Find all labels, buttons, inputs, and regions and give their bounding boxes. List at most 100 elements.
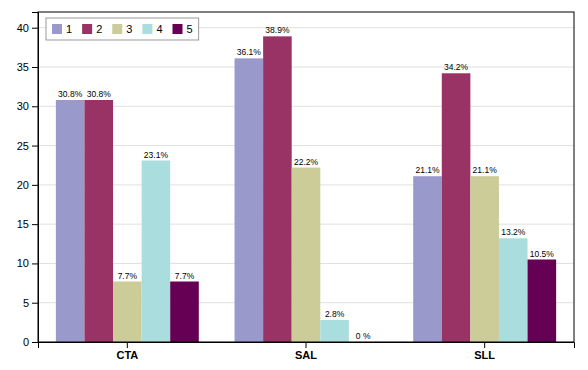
y-tick-mark (32, 146, 38, 147)
data-label: 21.1% (473, 165, 498, 175)
y-tick-label: 25 (17, 140, 29, 152)
data-label: 36.1% (237, 47, 262, 57)
legend-item: 1 (52, 23, 72, 35)
bar (263, 36, 292, 342)
data-label-series: 7.7% 22.2% 21.1% (118, 157, 498, 281)
bar (142, 161, 171, 343)
y-tick-mark (32, 224, 38, 225)
plot-frame (38, 12, 574, 342)
x-tick-mark (127, 342, 128, 348)
legend-swatch (82, 24, 92, 34)
legend-swatch (173, 24, 183, 34)
data-label: 22.2% (294, 157, 319, 167)
x-tick-mark (306, 342, 307, 348)
y-tick-label: 30 (17, 100, 29, 112)
bar (499, 238, 528, 342)
legend-label: 1 (66, 23, 72, 35)
bar (413, 176, 442, 342)
bar (292, 168, 321, 342)
y-tick-label: 20 (17, 179, 29, 191)
data-label: 0 % (356, 331, 371, 341)
bar-series (142, 161, 528, 343)
chart-container: 0510152025303540CTASALSLL30.8%36.1%21.1%… (0, 0, 588, 370)
y-tick-mark (32, 106, 38, 107)
y-tick-mark (32, 185, 38, 186)
data-label: 34.2% (444, 62, 469, 72)
legend-swatch (142, 24, 152, 34)
y-tick-label: 40 (17, 22, 29, 34)
y-tick: 20 (17, 179, 38, 191)
y-tick: 10 (17, 257, 38, 269)
legend-swatch (52, 24, 62, 34)
legend-item: 4 (142, 23, 162, 35)
bars (56, 36, 556, 342)
data-label: 38.9% (265, 25, 290, 35)
y-tick-label: 0 (23, 336, 29, 348)
y-tick: 25 (17, 140, 38, 152)
data-label: 2.8% (325, 309, 345, 319)
data-label: 10.5% (530, 249, 555, 259)
y-tick-label: 15 (17, 218, 29, 230)
y-tick-mark (32, 28, 38, 29)
legend-item: 3 (112, 23, 132, 35)
y-tick-label: 35 (17, 61, 29, 73)
legend-label: 4 (156, 23, 162, 35)
data-labels: 30.8%36.1%21.1%30.8%38.9%34.2%7.7%22.2%2… (58, 25, 554, 341)
plot-area: 0510152025303540CTASALSLL30.8%36.1%21.1%… (17, 12, 575, 361)
bar (320, 320, 349, 342)
bar (235, 58, 264, 342)
chart-svg: 0510152025303540CTASALSLL30.8%36.1%21.1%… (0, 0, 588, 370)
grid-line (38, 106, 574, 107)
x-tick: SAL (295, 342, 317, 361)
data-label: 23.1% (144, 150, 169, 160)
y-axis: 0 5 10 15 20 25 30 35 40 (17, 13, 39, 349)
data-label-series: 30.8% 36.1% 21.1% (58, 47, 440, 175)
data-label: 7.7% (118, 271, 138, 281)
y-tick-mark (32, 342, 38, 343)
grid-line (38, 145, 574, 146)
y-tick: 0 (23, 336, 38, 348)
x-tick: SLL (474, 342, 495, 361)
y-tick: 40 (17, 22, 38, 34)
data-label: 13.2% (501, 227, 526, 237)
bar-series (113, 168, 499, 342)
bar (442, 73, 471, 342)
legend-swatch (112, 24, 122, 34)
x-axis-line (39, 343, 575, 349)
y-tick: 15 (17, 218, 38, 230)
bar (56, 100, 85, 342)
data-label: 30.8% (87, 89, 112, 99)
data-label: 7.7% (175, 271, 195, 281)
x-tick-mark (484, 342, 485, 348)
bar-series (56, 58, 442, 342)
legend-label: 5 (187, 23, 193, 35)
y-tick-mark (32, 263, 38, 264)
data-label: 30.8% (58, 89, 83, 99)
legend-item: 5 (173, 23, 193, 35)
bar-series (84, 36, 470, 342)
bar (170, 282, 199, 343)
legend-label: 3 (126, 23, 132, 35)
y-tick: 5 (23, 297, 38, 309)
y-tick: 35 (17, 61, 38, 73)
y-tick-label: 10 (17, 257, 29, 269)
bar (113, 282, 142, 343)
y-tick-mark (32, 303, 38, 304)
x-axis: CTA SAL SLL (39, 342, 575, 361)
x-tick-label: CTA (116, 349, 138, 361)
bar (84, 100, 113, 342)
y-tick-label: 5 (23, 297, 29, 309)
x-tick: CTA (116, 342, 138, 361)
data-label-series: 23.1% 2.8% 13.2% (144, 150, 526, 320)
x-tick-label: SLL (474, 349, 495, 361)
legend: 1 2 3 4 5 (46, 18, 199, 40)
legend-item: 2 (82, 23, 102, 35)
bar (528, 260, 557, 343)
legend-label: 2 (96, 23, 102, 35)
grid-line (38, 67, 574, 68)
data-label: 21.1% (415, 165, 440, 175)
legend-box (46, 18, 199, 40)
y-tick: 30 (17, 100, 38, 112)
y-tick-mark (32, 67, 38, 68)
data-label-series: 7.7% 0 % 10.5% (175, 249, 555, 342)
